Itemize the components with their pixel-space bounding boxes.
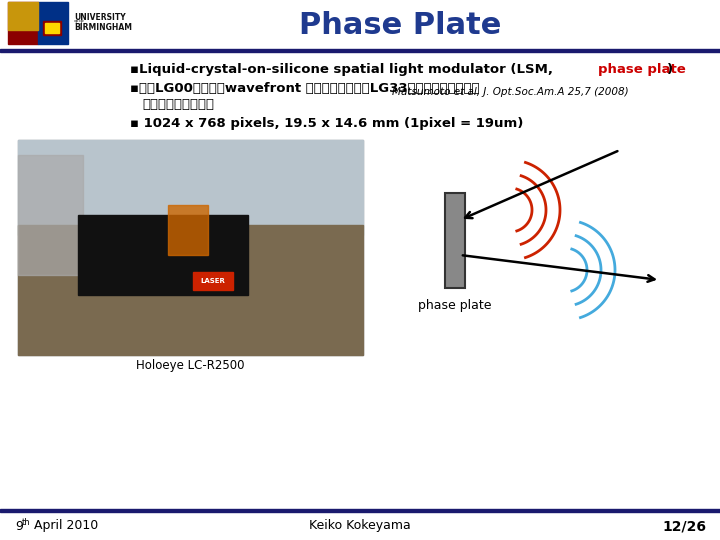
Text: Holoeye LC-R2500: Holoeye LC-R2500: [136, 359, 245, 372]
Text: April 2010: April 2010: [30, 519, 98, 532]
Bar: [8, 2, 38, 44]
Text: th: th: [22, 518, 30, 527]
Text: Keiko Kokeyama: Keiko Kokeyama: [309, 519, 411, 532]
Text: 12/26: 12/26: [662, 519, 706, 533]
Text: BIRMINGHAM: BIRMINGHAM: [74, 23, 132, 31]
Text: ): ): [667, 63, 673, 76]
Text: Phase Plate: Phase Plate: [299, 10, 501, 39]
Bar: [0, 509, 720, 512]
Text: UNIVERSITY: UNIVERSITY: [74, 12, 125, 22]
Text: ▪入射LG00ビームのwavefront に位相変調をかけLG33モードにホログラフ: ▪入射LG00ビームのwavefront に位相変調をかけLG33モードにホログ…: [130, 82, 480, 94]
Bar: [193, 272, 233, 290]
Text: ▪Liquid-crystal-on-silicone spatial light modulator (LSM,: ▪Liquid-crystal-on-silicone spatial ligh…: [130, 63, 557, 76]
Text: ィック的に変換する: ィック的に変換する: [142, 98, 214, 111]
Bar: [38, 2, 68, 44]
Bar: [168, 205, 208, 255]
Text: ▪ 1024 x 768 pixels, 19.5 x 14.6 mm (1pixel = 19um): ▪ 1024 x 768 pixels, 19.5 x 14.6 mm (1pi…: [130, 118, 523, 131]
Bar: [0, 49, 720, 52]
Bar: [45, 23, 59, 33]
Bar: [78, 215, 248, 295]
Bar: [18, 155, 83, 275]
Bar: [0, 0, 720, 47]
Text: LASER: LASER: [201, 278, 225, 284]
Bar: [18, 140, 363, 235]
Text: 9: 9: [15, 519, 23, 532]
Text: Matsumoto et al, J. Opt.Soc.Am.A 25,7 (2008): Matsumoto et al, J. Opt.Soc.Am.A 25,7 (2…: [392, 87, 629, 97]
Bar: [18, 140, 363, 355]
Text: phase plate: phase plate: [598, 63, 685, 76]
Text: ᵒFᵒF: ᵒFᵒF: [74, 19, 85, 24]
Text: phase plate: phase plate: [418, 300, 492, 313]
Bar: [18, 225, 363, 355]
Bar: [43, 21, 61, 35]
Bar: [445, 192, 465, 287]
Bar: [8, 2, 38, 30]
